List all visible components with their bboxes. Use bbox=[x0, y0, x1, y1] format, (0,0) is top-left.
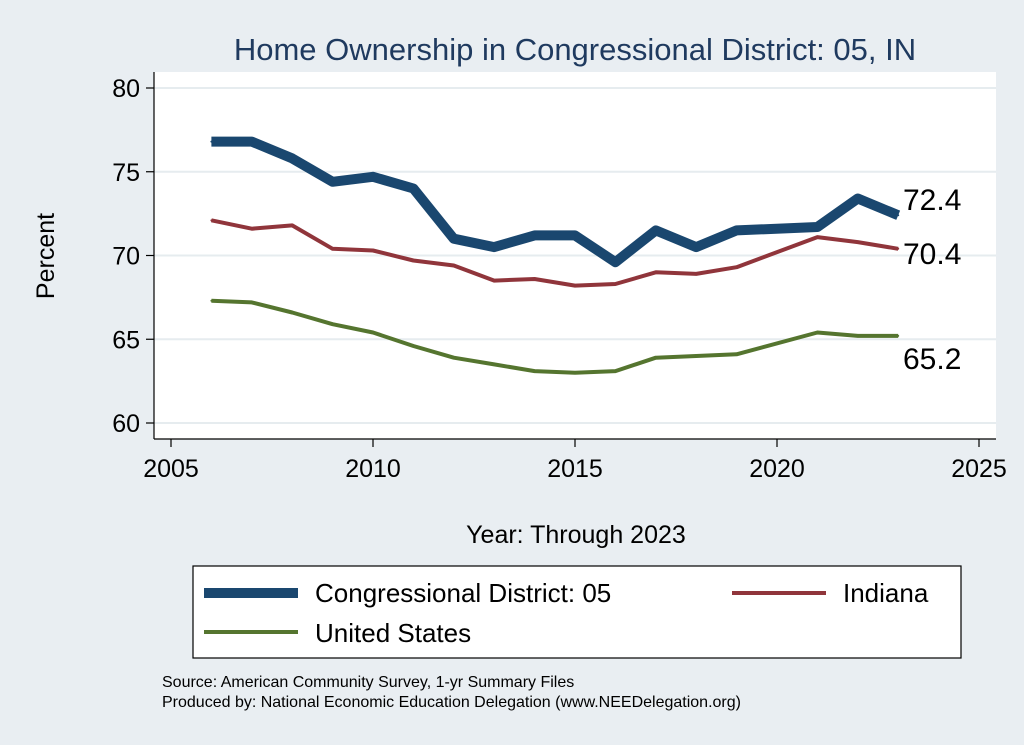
data-point-us bbox=[695, 355, 698, 357]
x-tick-label: 2015 bbox=[547, 455, 603, 483]
data-point-indiana bbox=[452, 264, 455, 267]
data-point-indiana bbox=[412, 259, 415, 262]
data-point-district bbox=[735, 229, 738, 232]
data-point-us bbox=[493, 363, 496, 366]
data-point-district bbox=[291, 157, 294, 160]
data-point-us bbox=[735, 353, 738, 356]
data-point-us bbox=[897, 334, 900, 337]
data-point-indiana bbox=[210, 219, 213, 222]
producer-note: Produced by: National Economic Education… bbox=[162, 694, 741, 711]
data-point-us bbox=[654, 356, 657, 359]
data-point-us bbox=[533, 370, 536, 373]
legend-label-us: United States bbox=[315, 618, 471, 648]
legend-label-indiana: Indiana bbox=[843, 578, 929, 608]
data-point-us bbox=[816, 331, 819, 334]
x-axis-title: Year: Through 2023 bbox=[466, 521, 686, 549]
y-axis-title: Percent bbox=[32, 213, 60, 299]
data-point-us bbox=[372, 331, 374, 334]
data-point-indiana bbox=[493, 279, 496, 282]
end-labels: 72.4 70.4 65.2 bbox=[903, 184, 961, 376]
gridlines bbox=[154, 87, 996, 424]
y-tick-label: 65 bbox=[112, 326, 140, 354]
x-tick-label: 2005 bbox=[143, 455, 199, 483]
y-tick-label: 80 bbox=[112, 75, 140, 103]
data-point-district bbox=[412, 187, 415, 190]
data-point-district bbox=[533, 234, 536, 237]
x-tick-label: 2020 bbox=[749, 455, 805, 483]
y-tick-label: 60 bbox=[112, 410, 140, 438]
data-point-indiana bbox=[816, 236, 819, 239]
data-point-district bbox=[897, 214, 900, 217]
y-tick-label: 75 bbox=[112, 159, 140, 187]
data-point-district bbox=[695, 246, 698, 249]
y-tick-label: 70 bbox=[112, 243, 140, 271]
data-point-indiana bbox=[533, 277, 536, 280]
end-label-district: 72.4 bbox=[903, 184, 961, 217]
data-point-indiana bbox=[574, 284, 576, 287]
data-point-us bbox=[210, 299, 213, 302]
data-point-district bbox=[493, 246, 496, 249]
data-point-us bbox=[574, 371, 576, 374]
data-point-indiana bbox=[291, 224, 294, 227]
data-point-indiana bbox=[654, 271, 657, 274]
data-point-us bbox=[856, 334, 859, 337]
y-axis-ticks: 60 65 70 75 80 bbox=[112, 75, 154, 438]
data-point-district bbox=[331, 180, 334, 183]
data-point-indiana bbox=[331, 247, 334, 250]
data-point-district bbox=[452, 237, 455, 240]
data-point-district bbox=[372, 175, 374, 178]
chart-title: Home Ownership in Congressional District… bbox=[234, 32, 916, 67]
data-point-district bbox=[816, 226, 819, 229]
x-tick-label: 2010 bbox=[345, 455, 401, 483]
data-point-district bbox=[654, 229, 657, 232]
x-tick-label: 2025 bbox=[951, 455, 1007, 483]
data-point-us bbox=[250, 301, 253, 304]
data-point-us bbox=[331, 323, 334, 326]
data-point-us bbox=[452, 356, 455, 359]
data-point-us bbox=[291, 311, 294, 314]
data-point-indiana bbox=[856, 241, 859, 244]
data-point-indiana bbox=[695, 272, 698, 275]
data-point-district bbox=[856, 197, 859, 200]
data-point-district bbox=[614, 261, 617, 264]
data-point-indiana bbox=[372, 249, 374, 252]
data-point-district bbox=[210, 140, 213, 143]
data-point-district bbox=[574, 234, 576, 237]
legend-label-district: Congressional District: 05 bbox=[315, 578, 611, 608]
data-point-indiana bbox=[250, 227, 253, 230]
legend: Congressional District: 05 Indiana Unite… bbox=[192, 565, 962, 659]
data-point-us bbox=[614, 370, 617, 373]
end-label-indiana: 70.4 bbox=[903, 238, 961, 271]
data-point-us bbox=[412, 344, 415, 347]
data-point-indiana bbox=[614, 282, 617, 285]
source-note: Source: American Community Survey, 1-yr … bbox=[162, 674, 574, 691]
x-axis-ticks: 2005 2010 2015 2020 2025 bbox=[143, 439, 1007, 483]
legend-box bbox=[192, 565, 962, 659]
data-point-indiana bbox=[897, 247, 900, 250]
series-lines bbox=[210, 136, 901, 375]
end-label-us: 65.2 bbox=[903, 343, 961, 376]
data-point-district bbox=[250, 140, 253, 143]
data-point-indiana bbox=[735, 266, 738, 269]
